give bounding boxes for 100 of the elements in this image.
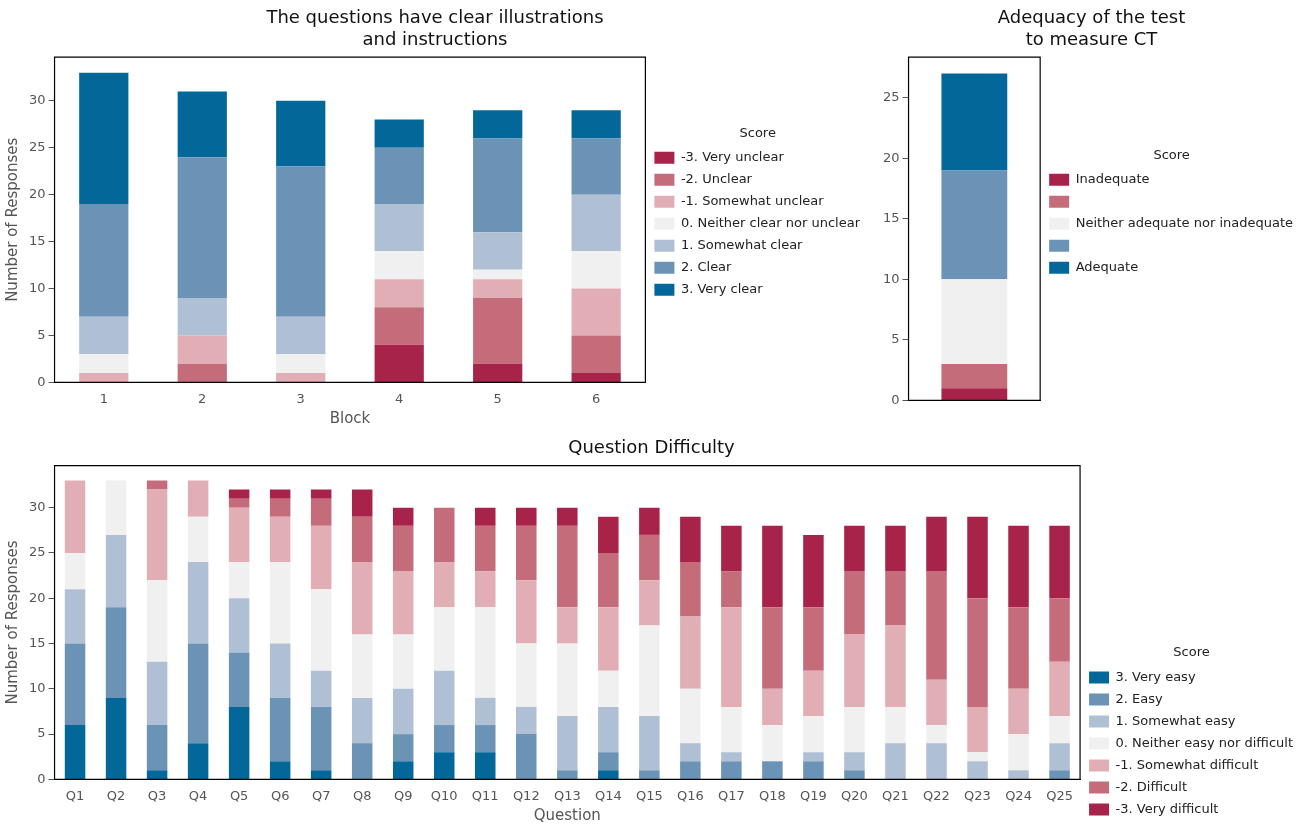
- bar: [680, 616, 701, 689]
- bar: [721, 761, 742, 779]
- bar: [885, 525, 906, 572]
- bar: [351, 743, 373, 779]
- bar: [639, 580, 660, 626]
- bar: [598, 552, 619, 608]
- bar: [105, 607, 127, 698]
- y-tick-label: 25: [29, 139, 46, 155]
- bar: [228, 598, 250, 653]
- bar: [351, 489, 373, 517]
- bar: [967, 516, 988, 599]
- x-tick-label: Q3: [147, 787, 167, 803]
- x-tick-label: Q2: [106, 787, 126, 803]
- legend-label: Inadequate: [1075, 171, 1150, 187]
- bar: [557, 770, 578, 779]
- bar: [516, 643, 537, 707]
- bar: [228, 706, 250, 779]
- bar: [571, 138, 621, 195]
- bar: [269, 761, 291, 779]
- bar: [105, 697, 127, 779]
- bar: [941, 279, 1008, 365]
- legend-label: 1. Somewhat clear: [680, 237, 804, 253]
- x-tick-label: 3: [296, 390, 305, 406]
- legend-label: Adequate: [1075, 259, 1139, 275]
- bar: [269, 643, 291, 698]
- bar: [177, 157, 227, 298]
- bar: [310, 770, 332, 779]
- bar: [146, 580, 168, 662]
- bar: [557, 525, 578, 608]
- bar: [941, 388, 1008, 400]
- bar: [64, 725, 86, 779]
- bar: [803, 534, 824, 608]
- bar: [64, 480, 86, 553]
- bar: [177, 91, 227, 158]
- bar: [392, 507, 414, 526]
- y-tick-label: 0: [891, 391, 900, 407]
- bar: [433, 507, 455, 563]
- bar: [926, 571, 947, 680]
- bar: [639, 770, 660, 779]
- y-tick-label: 15: [29, 233, 46, 248]
- bar: [269, 516, 291, 563]
- bar: [310, 489, 332, 499]
- bar: [571, 251, 621, 289]
- bar: [885, 743, 906, 779]
- y-tick-label: 0: [37, 770, 46, 786]
- bar: [1008, 734, 1029, 771]
- bar: [64, 589, 86, 644]
- bar: [762, 725, 783, 762]
- y-tick-label: 30: [29, 92, 46, 108]
- bar: [146, 489, 168, 581]
- bar: [803, 716, 824, 753]
- bar: [721, 706, 742, 753]
- bar: [967, 761, 988, 779]
- bar: [762, 761, 783, 779]
- bar: [473, 138, 523, 233]
- bar: [598, 752, 619, 771]
- bar: [351, 516, 373, 563]
- bar: [105, 480, 127, 535]
- bar: [1008, 688, 1029, 735]
- bar: [276, 354, 326, 374]
- x-tick-label: Q19: [800, 787, 827, 803]
- bar: [177, 363, 227, 382]
- legend-label: Neither adequate nor inadequate: [1075, 215, 1294, 231]
- legend-label: -3. Very difficult: [1115, 800, 1219, 816]
- x-tick-label: Q22: [923, 787, 950, 803]
- bar: [516, 580, 537, 644]
- legend-title: Score: [739, 124, 776, 140]
- bar: [516, 734, 537, 779]
- bar: [146, 770, 168, 779]
- legend-label: 0. Neither easy nor difficult: [1115, 734, 1294, 750]
- bar: [475, 752, 496, 779]
- y-tick-label: 10: [29, 279, 46, 295]
- y-tick-label: 20: [29, 589, 46, 605]
- bar: [310, 589, 332, 671]
- bar: [680, 743, 701, 762]
- bar: [392, 688, 414, 735]
- legend-label: 3. Very clear: [680, 281, 764, 297]
- x-tick-label: 6: [592, 390, 601, 406]
- bar: [516, 507, 537, 526]
- bar: [941, 73, 1008, 171]
- bar: [1049, 716, 1070, 744]
- x-tick-label: Q8: [352, 787, 372, 803]
- bar: [392, 761, 414, 779]
- bar: [374, 344, 424, 382]
- bar: [475, 525, 496, 572]
- x-axis-title: Question: [533, 805, 601, 824]
- bar: [433, 752, 455, 779]
- y-tick-label: 15: [883, 210, 900, 226]
- x-tick-label: Q1: [65, 787, 85, 803]
- bar: [557, 507, 578, 526]
- bar: [374, 251, 424, 280]
- legend-label: -1. Somewhat difficult: [1115, 756, 1259, 772]
- x-tick-label: 5: [493, 390, 502, 406]
- x-tick-label: Q24: [1005, 787, 1032, 803]
- bar: [187, 516, 209, 563]
- bar: [228, 652, 250, 707]
- bar: [228, 489, 250, 499]
- bar: [803, 670, 824, 717]
- bar: [473, 110, 523, 139]
- chart-title: Question Difficulty: [568, 436, 736, 458]
